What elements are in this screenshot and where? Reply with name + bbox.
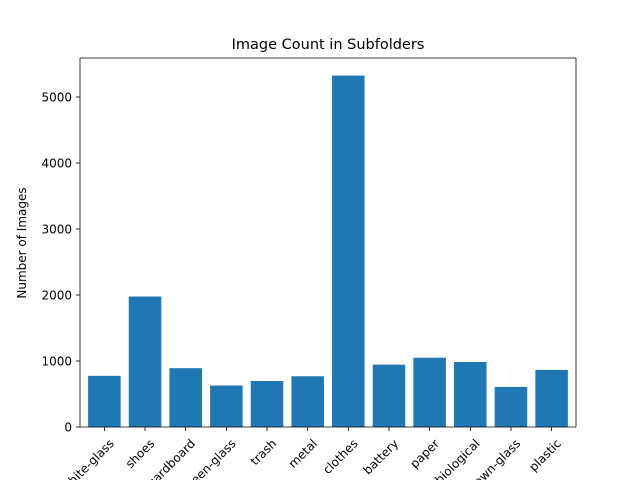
bar-plastic	[535, 369, 568, 427]
bar-metal	[291, 376, 324, 427]
bar-biological	[454, 361, 487, 427]
bar-battery	[372, 364, 406, 427]
bar-trash	[250, 381, 284, 427]
y-tick-label-0: 0	[64, 421, 72, 435]
y-tick-label-3000: 3000	[41, 223, 72, 237]
y-axis-label: Number of Images	[15, 187, 29, 298]
y-tick-label-4000: 4000	[41, 157, 72, 171]
y-tick-label-5000: 5000	[41, 91, 72, 105]
chart-title: Image Count in Subfolders	[232, 37, 425, 53]
bar-white-glass	[88, 375, 121, 427]
bar-brown-glass	[494, 386, 528, 427]
bar-cardboard	[169, 368, 202, 427]
bar-green-glass	[210, 385, 243, 427]
y-tick-label-1000: 1000	[41, 355, 72, 369]
bar-shoes	[128, 296, 162, 427]
bar-paper	[413, 357, 446, 427]
y-tick-label-2000: 2000	[41, 289, 72, 303]
bar-clothes	[332, 75, 365, 427]
